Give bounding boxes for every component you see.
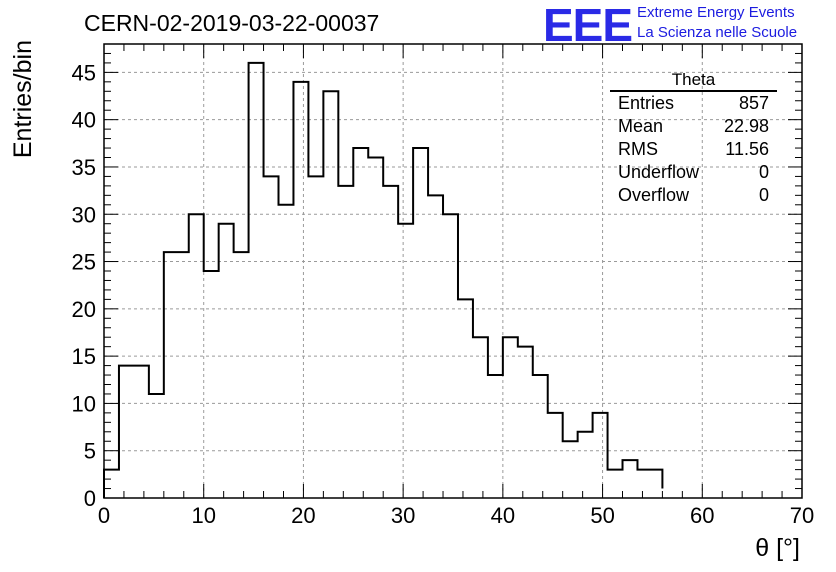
y-tick-label: 30 [72,202,96,227]
y-tick-label: 20 [72,297,96,322]
y-tick-label: 5 [84,439,96,464]
stats-row-rms: RMS 11.56 [610,138,777,161]
x-tick-label: 50 [590,503,614,528]
x-tick-label: 20 [291,503,315,528]
y-tick-label: 35 [72,155,96,180]
y-tick-label: 15 [72,344,96,369]
y-tick-label: 40 [72,108,96,133]
stats-value: 0 [758,185,769,205]
stats-label: RMS [618,139,658,159]
stats-label: Mean [618,116,664,136]
y-tick-label: 0 [84,486,96,511]
x-tick-label: 0 [98,503,110,528]
stats-row-mean: Mean 22.98 [610,115,777,138]
y-tick-label: 10 [72,391,96,416]
x-tick-label: 40 [491,503,515,528]
x-tick-label: 60 [690,503,714,528]
stats-label: Underflow [618,162,700,182]
stats-value: 857 [738,93,769,113]
y-tick-label: 45 [72,60,96,85]
histogram-outline [103,61,664,498]
stats-label: Entries [618,93,675,113]
tick-labels: 0 10 20 30 40 50 60 70 0 5 10 15 20 25 30 35 40 45 [72,60,815,528]
stats-row-underflow: Underflow 0 [610,161,777,184]
stats-value: 22.98 [723,116,769,136]
stats-value: 0 [758,162,769,182]
logo-caption-line1: Extreme Energy Events [637,4,795,21]
run-title: CERN-02-2019-03-22-00037 [84,10,380,36]
stats-value: 11.56 [725,139,769,159]
x-tick-label: 70 [790,503,814,528]
stats-label: Overflow [618,185,690,205]
stats-title: Theta [610,70,777,92]
x-tick-label: 10 [191,503,215,528]
grid-lines [104,44,802,498]
stats-row-entries: Entries 857 [610,92,777,115]
x-axis-label: θ [°] [755,534,800,562]
x-tick-label: 30 [391,503,415,528]
logo-caption-line2: La Scienza nelle Scuole [637,24,798,41]
y-tick-label: 25 [72,250,96,275]
axis-ticks [103,43,803,499]
stats-row-overflow: Overflow 0 [610,184,777,207]
stats-box: Theta Entries 857 Mean 22.98 RMS 11.56 U… [610,70,777,207]
eee-logo: EEE [543,0,633,51]
y-axis-label: Entries/bin [9,40,37,158]
